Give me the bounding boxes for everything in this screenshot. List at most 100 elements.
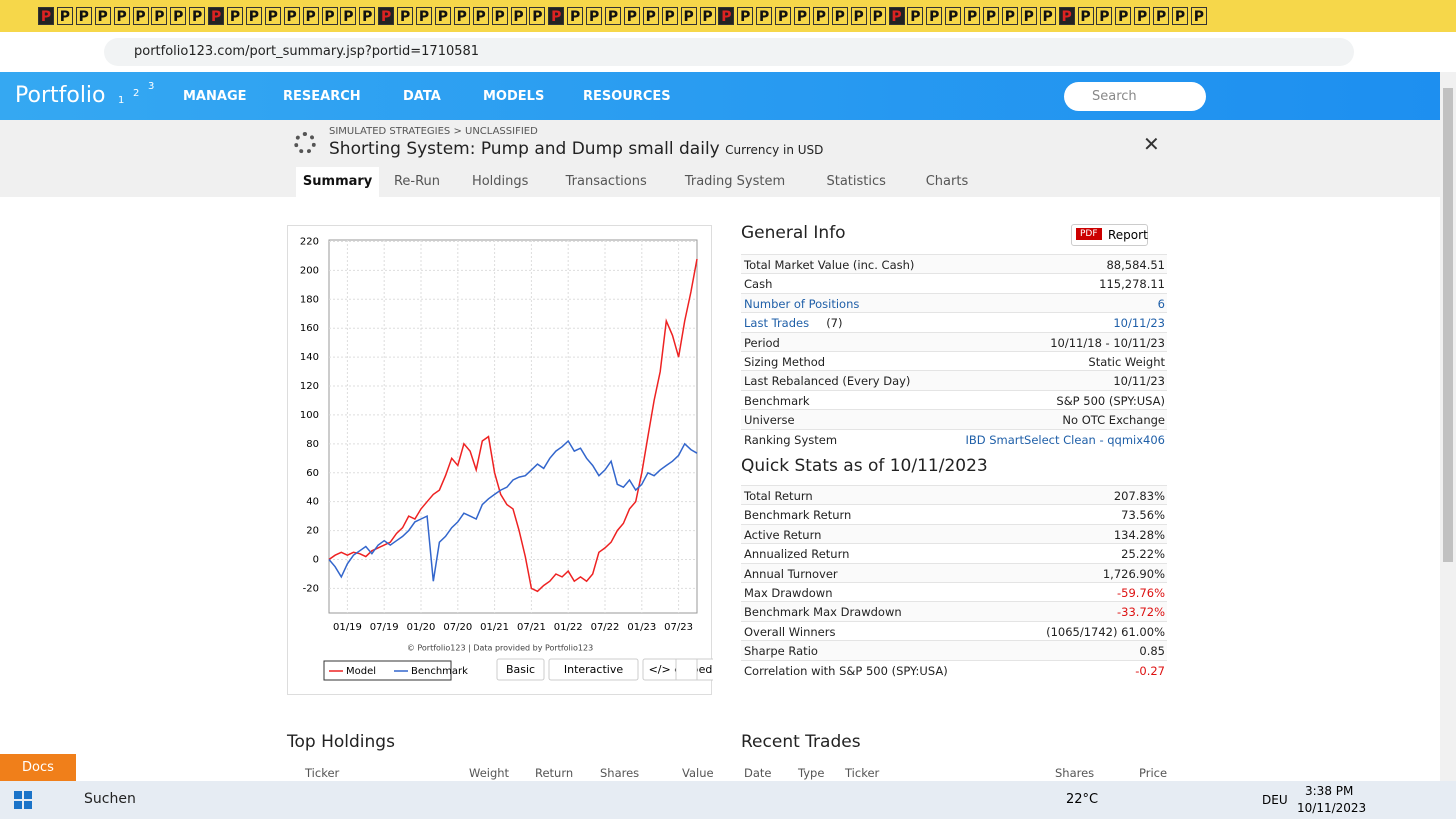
browser-tab[interactable]: P [945,7,962,25]
tab[interactable]: Statistics [826,174,886,189]
browser-tab[interactable]: P [264,7,281,25]
browser-tab[interactable]: P [623,7,640,25]
browser-tab[interactable]: P [227,7,243,25]
browser-tab[interactable]: P [737,7,754,25]
docs-button[interactable]: Docs [0,754,76,781]
chart-button-label[interactable]: Interactive [564,663,623,676]
report-button[interactable]: PDF Report [1071,224,1148,246]
url[interactable]: portfolio123.com/port_summary.jsp?portid… [134,44,480,59]
browser-tab[interactable]: P [113,7,130,25]
browser-tab[interactable]: P [416,7,432,25]
chart-button[interactable] [548,658,639,681]
browser-tab[interactable]: P [756,7,773,25]
weather[interactable]: 22°C [1066,792,1099,807]
browser-tab[interactable]: P [359,7,376,25]
browser-tab[interactable]: P [907,7,924,25]
tab[interactable]: Holdings [471,174,529,189]
browser-tab[interactable]: P [1039,7,1056,25]
browser-tab[interactable]: P [1020,7,1037,25]
browser-tab[interactable]: P [283,7,300,25]
browser-tab[interactable]: P [434,7,451,25]
browser-tab[interactable]: P [510,7,527,25]
browser-tab[interactable]: P [472,7,489,25]
browser-tab[interactable]: P [189,7,206,25]
download-button[interactable] [675,658,698,681]
tab[interactable]: Charts [925,174,969,189]
chart-button[interactable] [496,658,545,681]
browser-tab[interactable]: P [548,7,565,25]
row-value[interactable]: IBD SmartSelect Clean - qqmix406 [965,432,1165,447]
browser-tab[interactable]: P [1153,7,1170,25]
start[interactable] [14,791,32,809]
browser-tab[interactable]: P [567,7,584,25]
browser-tab[interactable]: P [1077,7,1094,25]
browser-tab[interactable]: P [831,7,848,25]
browser-tab[interactable]: P [850,7,867,25]
browser-tab[interactable]: P [869,7,886,25]
browser-tab[interactable]: P [453,7,470,25]
browser-tab[interactable]: P [718,7,735,25]
browser-tab[interactable]: P [38,7,54,25]
row-value[interactable]: 10/11/23 [1113,316,1165,331]
browser-tab[interactable]: P [1058,7,1075,25]
breadcrumb[interactable]: SIMULATED STRATEGIES > UNCLASSIFIED [329,126,538,137]
browser-tab[interactable]: P [397,7,414,25]
browser-tab[interactable]: P [794,7,810,25]
tab[interactable]: Re-Run [393,174,441,189]
browser-tab[interactable]: P [642,7,659,25]
browser-tab[interactable]: P [775,7,792,25]
close[interactable]: ✕ [1143,132,1160,156]
language[interactable]: DEU [1262,793,1288,807]
nav-item[interactable]: MODELS [483,89,545,104]
browser-tab[interactable]: P [1001,7,1018,25]
browser-tab[interactable]: P [491,7,508,25]
browser-tab[interactable]: P [586,7,603,25]
browser-tab[interactable]: P [1115,7,1132,25]
row-value[interactable]: 6 [1157,296,1165,311]
nav-item[interactable]: MANAGE [183,89,247,104]
nav-item[interactable]: RESOURCES [583,89,671,104]
browser-tab[interactable]: P [661,7,678,25]
tab[interactable]: Summary [296,167,380,197]
browser-tab[interactable]: P [680,7,697,25]
browser-tab[interactable]: P [245,7,262,25]
browser-tab[interactable]: P [964,7,981,25]
clock-date[interactable]: 10/11/2023 [1297,801,1367,815]
scroll-thumb[interactable] [1443,88,1453,562]
browser-tab[interactable]: P [208,7,225,25]
nav-item[interactable]: DATA [403,89,441,104]
tab[interactable]: Transactions [565,174,647,189]
browser-tab[interactable]: P [699,7,716,25]
browser-tab[interactable]: P [378,7,395,25]
browser-tab[interactable]: P [151,7,168,25]
browser-tab[interactable]: P [321,7,338,25]
browser-tab[interactable]: P [132,7,149,25]
browser-tab[interactable]: P [1096,7,1113,25]
search-box[interactable] [1064,82,1206,111]
browser-tab[interactable]: P [302,7,319,25]
url-field[interactable] [104,38,1354,66]
browser-tab[interactable]: P [340,7,357,25]
browser-tab[interactable]: P [56,7,73,25]
clock-time[interactable]: 3:38 PM [1305,784,1354,798]
browser-tab[interactable]: P [812,7,829,25]
browser-tab[interactable]: P [75,7,92,25]
browser-tab[interactable]: P [1172,7,1188,25]
browser-tab[interactable]: P [94,7,111,25]
nav-item[interactable]: RESEARCH [283,89,361,104]
tab[interactable]: Trading System [684,174,786,189]
logo[interactable]: Portfolio [15,83,106,108]
browser-tab[interactable]: P [888,7,905,25]
gear[interactable] [294,132,316,154]
row-label[interactable]: Number of Positions [744,296,860,311]
taskbar-search[interactable]: Suchen [84,791,136,807]
chart-button-label[interactable]: Basic [506,663,535,676]
browser-tab[interactable]: P [605,7,621,25]
browser-tab[interactable]: P [529,7,546,25]
browser-tab[interactable]: P [983,7,999,25]
browser-tab[interactable]: P [170,7,187,25]
row-label[interactable]: Last Trades [744,316,810,331]
browser-tab[interactable]: P [926,7,943,25]
browser-tab[interactable]: P [1134,7,1151,25]
browser-tab[interactable]: P [1190,7,1207,25]
